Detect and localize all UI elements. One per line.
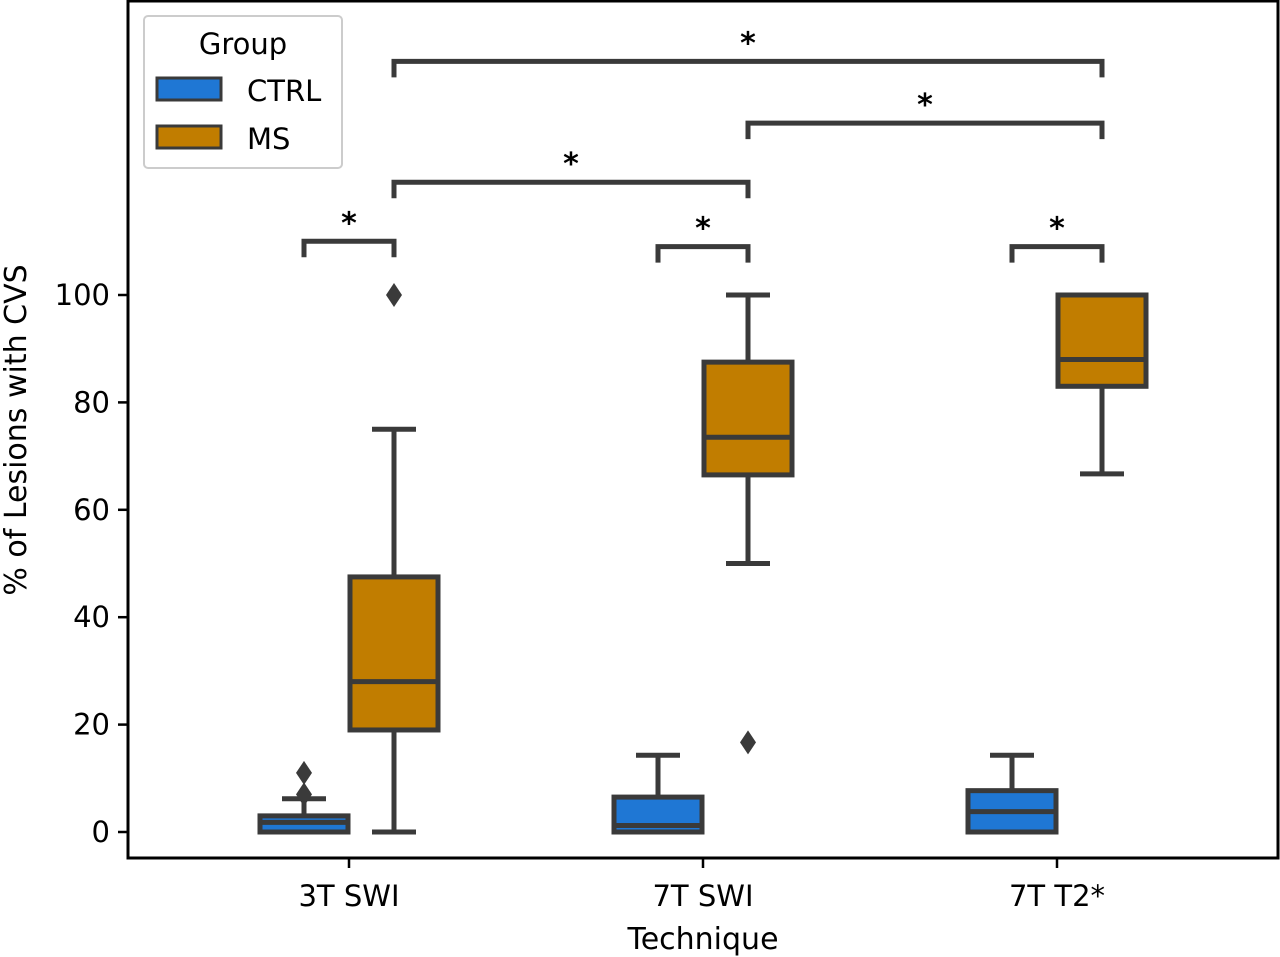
significance-label: * (740, 26, 756, 61)
significance-bracket-5: * (745, 88, 1105, 140)
y-tick-label: 0 (92, 815, 110, 849)
axes: 0 20 40 60 80 100 3T SWI 7T SWI 7T T2* (55, 0, 1280, 913)
legend-label-ms: MS (247, 122, 290, 156)
y-tick-label: 40 (73, 600, 110, 634)
bracket-line (391, 179, 751, 199)
outlier-point (296, 760, 312, 785)
y-tick-label: 20 (73, 708, 110, 742)
y-tick-label: 60 (73, 493, 110, 527)
x-tick-label: 3T SWI (298, 879, 399, 913)
significance-bracket-2: * (655, 212, 751, 263)
significance-bracket-6: * (391, 26, 1105, 78)
box-ctrl-3t-swi (257, 760, 351, 835)
y-tick-label: 100 (55, 278, 110, 312)
box-ms-7t-swi (701, 292, 795, 755)
iqr-box (1055, 292, 1149, 389)
legend-swatch-ms (155, 124, 223, 150)
y-axis-title: % of Lesions with CVS (0, 264, 34, 595)
x-tick-label: 7T T2* (1009, 879, 1105, 913)
x-axis-title: Technique (626, 922, 778, 957)
box-ms-3t-swi (347, 283, 441, 835)
significance-label: * (1049, 212, 1065, 247)
significance-label: * (695, 212, 711, 247)
box-ctrl-7t-t2 (965, 752, 1059, 835)
significance-label: * (341, 206, 357, 241)
iqr-box (701, 359, 795, 478)
legend-label-ctrl: CTRL (247, 74, 321, 108)
iqr-box (347, 574, 441, 733)
outlier-point (296, 782, 312, 807)
box-ms-7t-t2 (1055, 292, 1149, 477)
box-ctrl-7t-swi (611, 752, 705, 835)
bracket-line (655, 244, 751, 263)
x-tick-label: 7T SWI (652, 879, 753, 913)
plot-area: * * * * * * (257, 26, 1149, 835)
legend-title: Group (199, 27, 287, 61)
outlier-point (740, 730, 756, 755)
bracket-line (391, 58, 1105, 78)
significance-bracket-4: * (391, 147, 751, 199)
outlier-point (386, 283, 402, 307)
significance-bracket-1: * (301, 206, 397, 258)
significance-bracket-3: * (1009, 212, 1105, 263)
legend: Group CTRL MS (143, 15, 343, 169)
y-tick-label: 80 (73, 385, 110, 419)
bracket-line (1009, 244, 1105, 263)
bracket-line (745, 120, 1105, 140)
legend-swatch-ctrl (155, 76, 223, 102)
significance-label: * (563, 147, 579, 182)
significance-label: * (917, 88, 933, 123)
bracket-line (301, 238, 397, 258)
